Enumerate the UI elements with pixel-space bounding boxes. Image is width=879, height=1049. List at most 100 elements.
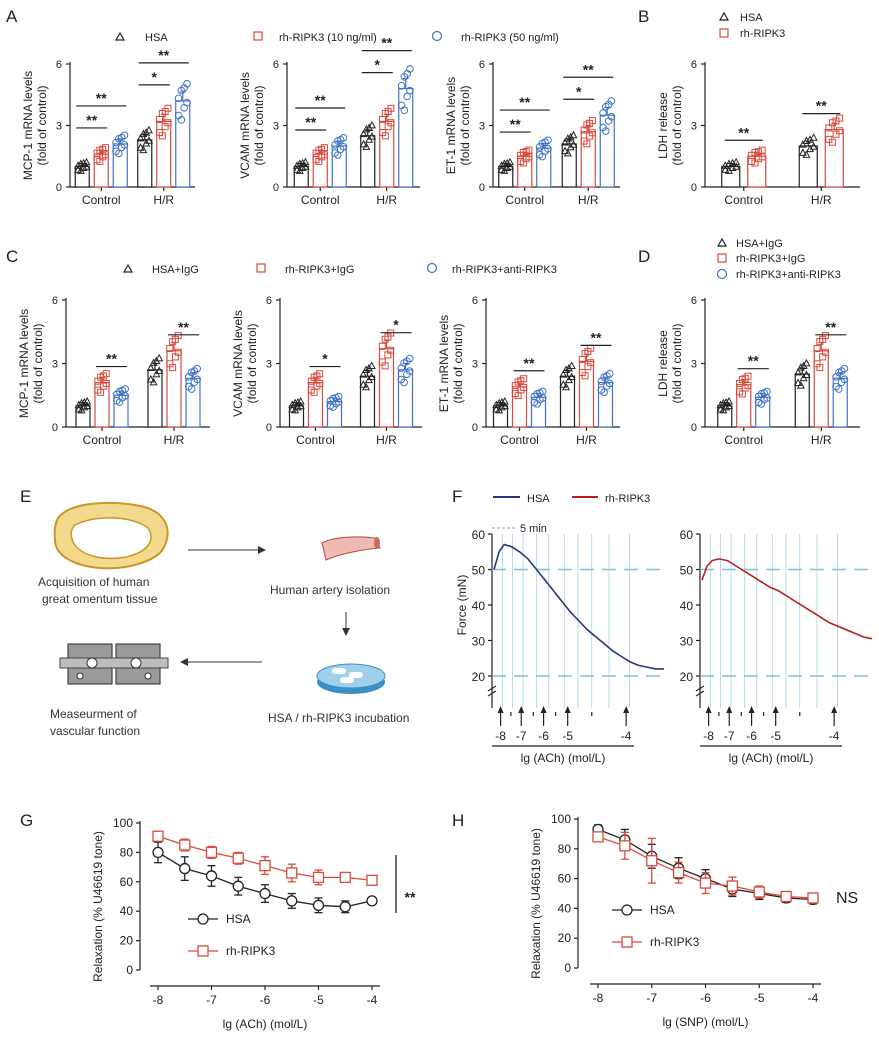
y-tick-label: 0 — [472, 422, 478, 434]
data-point — [544, 145, 552, 153]
data-point — [115, 398, 124, 407]
data-point — [699, 877, 712, 889]
data-point — [567, 361, 576, 369]
data-point — [753, 886, 765, 898]
data-point — [721, 165, 730, 173]
data-point — [155, 366, 164, 374]
x-tick-label: -6 — [260, 993, 271, 1007]
step4-line2: vascular function — [50, 724, 140, 738]
y-tick-label: 60 — [680, 528, 694, 542]
data-point — [588, 129, 596, 137]
data-point — [758, 153, 766, 161]
data-point — [744, 382, 752, 390]
y-tick-label: 20 — [680, 670, 694, 684]
legend-label-rh: rh-RIPK3 — [650, 935, 700, 949]
data-point — [603, 372, 611, 380]
y-tick-label: 30 — [680, 635, 694, 649]
x-tick-label: -4 — [808, 991, 819, 1005]
data-point — [403, 357, 411, 366]
data-point — [367, 120, 376, 129]
data-point — [747, 151, 755, 159]
x-tick-label: -6 — [746, 729, 757, 743]
sig-marker: ** — [825, 319, 836, 335]
bar — [147, 369, 163, 428]
y-tick-label: 6 — [52, 295, 58, 307]
data-point — [291, 405, 300, 414]
y-tick-label: 0 — [691, 422, 697, 434]
legend-marker-hsa — [114, 31, 126, 41]
data-point — [602, 127, 610, 135]
data-point — [583, 140, 591, 148]
data-point — [559, 370, 568, 378]
data-point — [77, 405, 86, 414]
x-tick-label: -8 — [153, 993, 164, 1007]
data-point — [102, 379, 110, 387]
data-point — [378, 342, 386, 350]
data-point — [530, 392, 539, 401]
legend-C-hsa: HSA+IgG — [152, 264, 199, 276]
y-tick-label: 3 — [691, 359, 697, 371]
sig-marker: ** — [178, 319, 189, 335]
petri-dish-illustration — [316, 663, 386, 694]
data-point — [561, 137, 570, 146]
data-point — [93, 149, 101, 157]
arrowhead-2 — [342, 628, 350, 636]
bar — [378, 348, 395, 428]
force-trace — [701, 558, 873, 640]
data-point — [362, 124, 371, 133]
data-point — [397, 364, 406, 372]
x-tick-label: -7 — [516, 729, 527, 743]
arrowhead-3 — [180, 658, 188, 666]
data-point — [336, 136, 345, 144]
data-point — [403, 92, 411, 101]
data-point — [339, 901, 351, 913]
data-point — [533, 400, 541, 408]
legend-D-rh: rh-RIPK3+IgG — [736, 253, 805, 265]
legend-C-rh: rh-RIPK3+IgG — [285, 264, 354, 276]
data-point — [232, 880, 244, 892]
x-category-label: Control — [505, 193, 544, 207]
y-axis-label-unit: (fold of control) — [670, 323, 684, 403]
legend-label-rh: rh-RIPK3 — [226, 944, 276, 958]
bar — [156, 120, 172, 188]
data-point — [802, 358, 811, 367]
data-point — [367, 132, 376, 140]
data-point — [716, 400, 725, 409]
data-point — [296, 401, 305, 410]
data-point — [741, 374, 749, 382]
data-point — [76, 166, 85, 174]
x-category-label: H/R — [153, 193, 174, 207]
legend-marker-hsa — [718, 11, 730, 21]
data-point — [400, 378, 408, 387]
chart-H-snp-relaxation: 0 20 40 60 80 100 -8 -7 -6 -5 -4 lg (SNP) (mol/L) Re… — [529, 812, 858, 1029]
data-point — [293, 397, 302, 406]
legend-marker-anti — [716, 268, 728, 280]
y-tick-label: 6 — [691, 59, 697, 71]
y-tick-label: 0 — [273, 182, 279, 194]
data-point — [291, 398, 300, 407]
y-tick-label: 40 — [472, 599, 486, 613]
y-axis-label-unit: (fold of control) — [245, 323, 259, 403]
data-point — [94, 377, 102, 385]
data-point — [798, 140, 807, 148]
y-tick-label: 40 — [120, 904, 134, 918]
y-tick-label: 40 — [558, 901, 572, 915]
y-axis-label: Relaxation (% U46619 tone) — [529, 828, 543, 979]
x-tick-label: -4 — [367, 993, 378, 1007]
data-point — [538, 394, 547, 402]
step2-label: Human artery isolation — [270, 583, 390, 597]
data-point — [117, 133, 126, 142]
data-point — [179, 862, 191, 875]
legend-marker-hsa-igg — [122, 263, 134, 273]
data-point — [592, 831, 604, 843]
data-point — [164, 119, 172, 127]
data-point — [587, 359, 595, 367]
data-point — [384, 108, 392, 116]
y-axis-label-unit: (fold of control) — [31, 323, 45, 403]
data-point — [381, 132, 389, 140]
data-point — [819, 335, 827, 343]
arrowhead — [497, 706, 504, 713]
x-tick-label: -5 — [770, 729, 781, 743]
x-category-label: Control — [82, 193, 121, 207]
